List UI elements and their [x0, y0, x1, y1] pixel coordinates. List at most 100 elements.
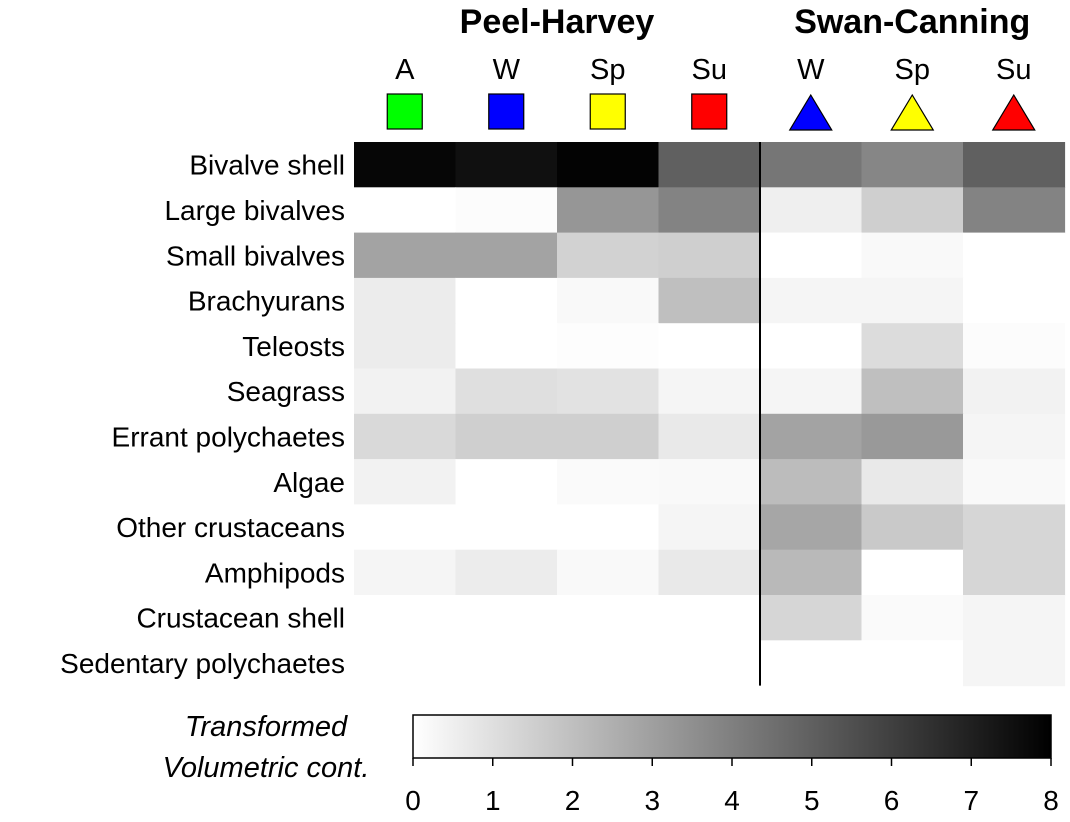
heatmap-cell: [963, 187, 1066, 234]
heatmap-cell: [557, 323, 660, 370]
heatmap-cell: [658, 277, 761, 324]
row-labels: Bivalve shell Large bivalves Small bivalve…: [60, 150, 345, 679]
heatmap-cell: [760, 595, 863, 641]
square-marker-icon: [589, 93, 626, 130]
heatmap-cell: [861, 232, 964, 279]
heatmap-cell: [557, 413, 660, 460]
heatmap-cell: [455, 323, 558, 370]
row-label: Errant polychaetes: [112, 421, 345, 452]
heatmap-cell: [963, 504, 1066, 551]
heatmap-cell: [658, 187, 761, 234]
colorbar-tick-label: 0: [405, 785, 421, 816]
heatmap-cell: [455, 232, 558, 279]
color-legend: Transformed Volumetric cont. 0 1 2 3 4 5 6 7 8: [163, 711, 1059, 816]
heatmap-cell: [354, 459, 457, 505]
heatmap-cells: [354, 142, 1066, 687]
heatmap-cell: [963, 142, 1066, 188]
heatmap-cell: [760, 640, 863, 687]
heatmap-cell: [963, 549, 1066, 596]
heatmap-cell: [963, 640, 1066, 687]
row-label: Brachyurans: [188, 286, 345, 317]
square-marker-icon: [488, 93, 525, 130]
heatmap-cell: [658, 504, 761, 551]
heatmap-cell: [760, 368, 863, 415]
heatmap-cell: [861, 413, 964, 460]
heatmap-cell: [861, 640, 964, 687]
heatmap-cell: [861, 142, 964, 188]
colorbar-tick-label: 8: [1043, 785, 1059, 816]
heatmap-cell: [861, 277, 964, 324]
heatmap-cell: [658, 232, 761, 279]
heatmap-cell: [861, 459, 964, 505]
heatmap-cell: [760, 142, 863, 188]
heatmap-cell: [963, 413, 1066, 460]
heatmap-cell: [455, 640, 558, 687]
heatmap-cell: [354, 277, 457, 324]
colorbar-tick-label: 5: [804, 785, 820, 816]
heatmap-cell: [760, 277, 863, 324]
heatmap-cell: [963, 232, 1066, 279]
heatmap-cell: [557, 640, 660, 687]
heatmap-cell: [354, 413, 457, 460]
heatmap-cell: [354, 323, 457, 370]
heatmap-cell: [354, 368, 457, 415]
heatmap-cell: [455, 549, 558, 596]
heatmap-cell: [354, 504, 457, 551]
heatmap-cell: [658, 323, 761, 370]
heatmap-cell: [455, 413, 558, 460]
heatmap-cell: [557, 459, 660, 505]
heatmap-cell: [760, 413, 863, 460]
heatmap-cell: [963, 277, 1066, 324]
heatmap-cell: [760, 187, 863, 234]
heatmap-cell: [861, 368, 964, 415]
colorbar-tick-label: 2: [565, 785, 581, 816]
heatmap-cell: [760, 504, 863, 551]
heatmap-cell: [455, 277, 558, 324]
row-label: Other crustaceans: [116, 512, 345, 543]
colorbar-tick-label: 6: [884, 785, 900, 816]
heatmap-cell: [557, 232, 660, 279]
group-title: Swan-Canning: [794, 3, 1030, 41]
colorbar-tick-label: 4: [724, 785, 740, 816]
heatmap-cell: [963, 368, 1066, 415]
heatmap-cell: [658, 595, 761, 641]
heatmap-cell: [658, 459, 761, 505]
colorbar-tick-label: 3: [644, 785, 660, 816]
heatmap-cell: [557, 187, 660, 234]
square-marker-icon: [691, 93, 728, 130]
heatmap-cell: [557, 142, 660, 188]
heatmap-cell: [354, 142, 457, 188]
legend-title-line2: Volumetric cont.: [163, 752, 370, 784]
row-label: Algae: [273, 467, 345, 498]
heatmap-cell: [557, 595, 660, 641]
heatmap-cell: [861, 504, 964, 551]
column-label: Sp: [590, 54, 625, 86]
heatmap-cell: [963, 459, 1066, 505]
heatmap-cell: [760, 323, 863, 370]
heatmap-cell: [354, 232, 457, 279]
triangle-marker-icon: [890, 93, 935, 131]
heatmap-cell: [455, 368, 558, 415]
column-label: Su: [996, 54, 1031, 86]
heatmap-cell: [455, 595, 558, 641]
triangle-marker-icon: [991, 93, 1036, 131]
column-label: Su: [692, 54, 727, 86]
row-label: Crustacean shell: [136, 603, 345, 634]
heatmap-cell: [658, 549, 761, 596]
row-label: Amphipods: [205, 557, 345, 588]
legend-title-line1: Transformed: [185, 711, 348, 743]
heatmap-cell: [455, 504, 558, 551]
heatmap-cell: [760, 549, 863, 596]
heatmap-cell: [354, 187, 457, 234]
heatmap-cell: [557, 277, 660, 324]
heatmap-cell: [455, 187, 558, 234]
square-marker-icon: [386, 93, 423, 130]
heatmap-cell: [557, 549, 660, 596]
row-label: Large bivalves: [164, 195, 345, 226]
heatmap-cell: [760, 232, 863, 279]
heatmap-cell: [963, 595, 1066, 641]
heatmap-cell: [557, 368, 660, 415]
heatmap-cell: [354, 640, 457, 687]
heatmap-cell: [658, 368, 761, 415]
